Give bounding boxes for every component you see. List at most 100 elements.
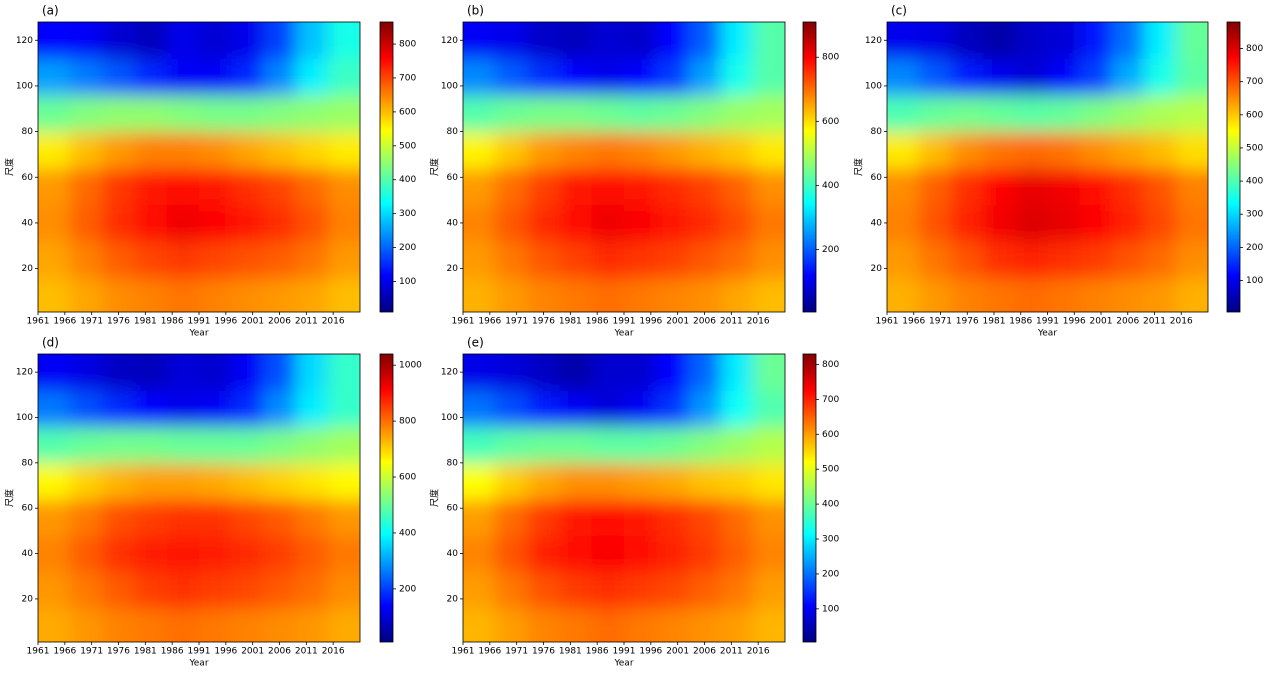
heat-cell [688,571,722,609]
x-tick-label: 1966 [478,317,501,327]
heat-cell [295,426,329,464]
heat-cell [38,607,71,642]
y-tick-label: 40 [871,218,883,228]
x-tick-label: 1961 [452,647,475,657]
x-tick-label: 2011 [720,317,743,327]
heat-cell [38,22,71,60]
heat-cell [166,607,200,642]
heat-cell [887,204,920,242]
heat-cell [720,204,754,242]
heat-cell [688,354,722,391]
heat-cell [38,571,71,609]
heat-cell [951,131,984,169]
heat-cell [720,571,754,609]
heat-cell [1079,204,1113,242]
heat-cell [199,426,232,464]
heat-cell [38,95,71,133]
heat-cell [38,58,71,96]
colorbar-tick-label: 400 [1246,177,1263,187]
heat-cell [624,168,657,206]
heat-cell [38,241,71,279]
x-tick-label: 2006 [268,647,291,657]
heat-cell [591,241,625,279]
x-tick-label: 2006 [268,317,291,327]
heat-cell [231,95,264,133]
heat-cell [1175,22,1208,60]
heat-cell [134,241,168,279]
heat-cell [38,131,71,169]
heat-cell [231,607,264,642]
heat-cell [263,22,297,60]
heat-cell [70,462,103,500]
heat-cell [591,607,625,642]
heat-cell [983,22,1016,60]
heat-cell [263,499,297,536]
heat-cell [591,168,625,206]
heat-cell [102,58,136,96]
colorbar-tick-label: 300 [822,535,839,545]
heat-cell [70,131,103,169]
heat-cell [688,131,722,169]
heatmap [38,22,360,312]
heat-cell [591,535,625,573]
heat-cell [495,571,528,609]
heat-cell [527,131,561,169]
heat-cell [1111,277,1145,312]
heat-cell [102,241,136,279]
heat-cell [327,571,360,609]
heat-cell [752,95,785,133]
heat-cell [591,462,625,500]
heat-cell [656,426,689,464]
x-tick-label: 2016 [747,647,770,657]
x-tick-label: 1966 [53,647,76,657]
heat-cell [559,390,593,428]
heat-cell [919,168,952,206]
heat-cell [1175,95,1208,133]
x-tick-label: 1971 [929,317,952,327]
y-tick-label: 80 [22,458,34,468]
heat-cell [327,354,360,391]
x-tick-label: 1976 [107,647,130,657]
heat-cell [231,354,264,391]
y-tick-label: 120 [16,36,33,46]
heat-cell [134,354,168,391]
heat-cell [166,426,200,464]
x-tick-label: 1986 [161,647,184,657]
heat-cell [70,354,103,391]
heat-cell [1079,22,1113,60]
heat-cell [656,535,689,573]
heat-cell [38,426,71,464]
heat-cell [720,95,754,133]
heat-cell [463,426,496,464]
heat-cell [983,204,1016,242]
heat-cell [559,204,593,242]
heat-cell [559,571,593,609]
y-tick-label: 120 [441,36,458,46]
heat-cell [1143,241,1177,279]
y-tick-label: 80 [22,127,34,137]
colorbar-tick-label: 100 [822,604,839,614]
heat-cell [295,390,329,428]
heat-cell [1111,95,1145,133]
heat-cell [166,535,200,573]
heat-cell [70,607,103,642]
heat-cell [527,426,561,464]
heat-cell [463,535,496,573]
heat-cell [527,277,561,312]
heat-cell [624,499,657,536]
heat-cell [166,390,200,428]
x-tick-label: 1976 [532,317,555,327]
heat-cell [720,58,754,96]
heat-cell [624,354,657,391]
heat-cell [199,462,232,500]
heat-cell [1175,58,1208,96]
heat-cell [495,426,528,464]
heat-cell [1175,168,1208,206]
y-tick-label: 100 [865,81,882,91]
heat-cell [688,204,722,242]
heat-cell [199,95,232,133]
heat-cell [720,354,754,391]
heat-cell [199,354,232,391]
colorbar [802,353,817,643]
colorbar-tick-label: 800 [399,40,416,50]
